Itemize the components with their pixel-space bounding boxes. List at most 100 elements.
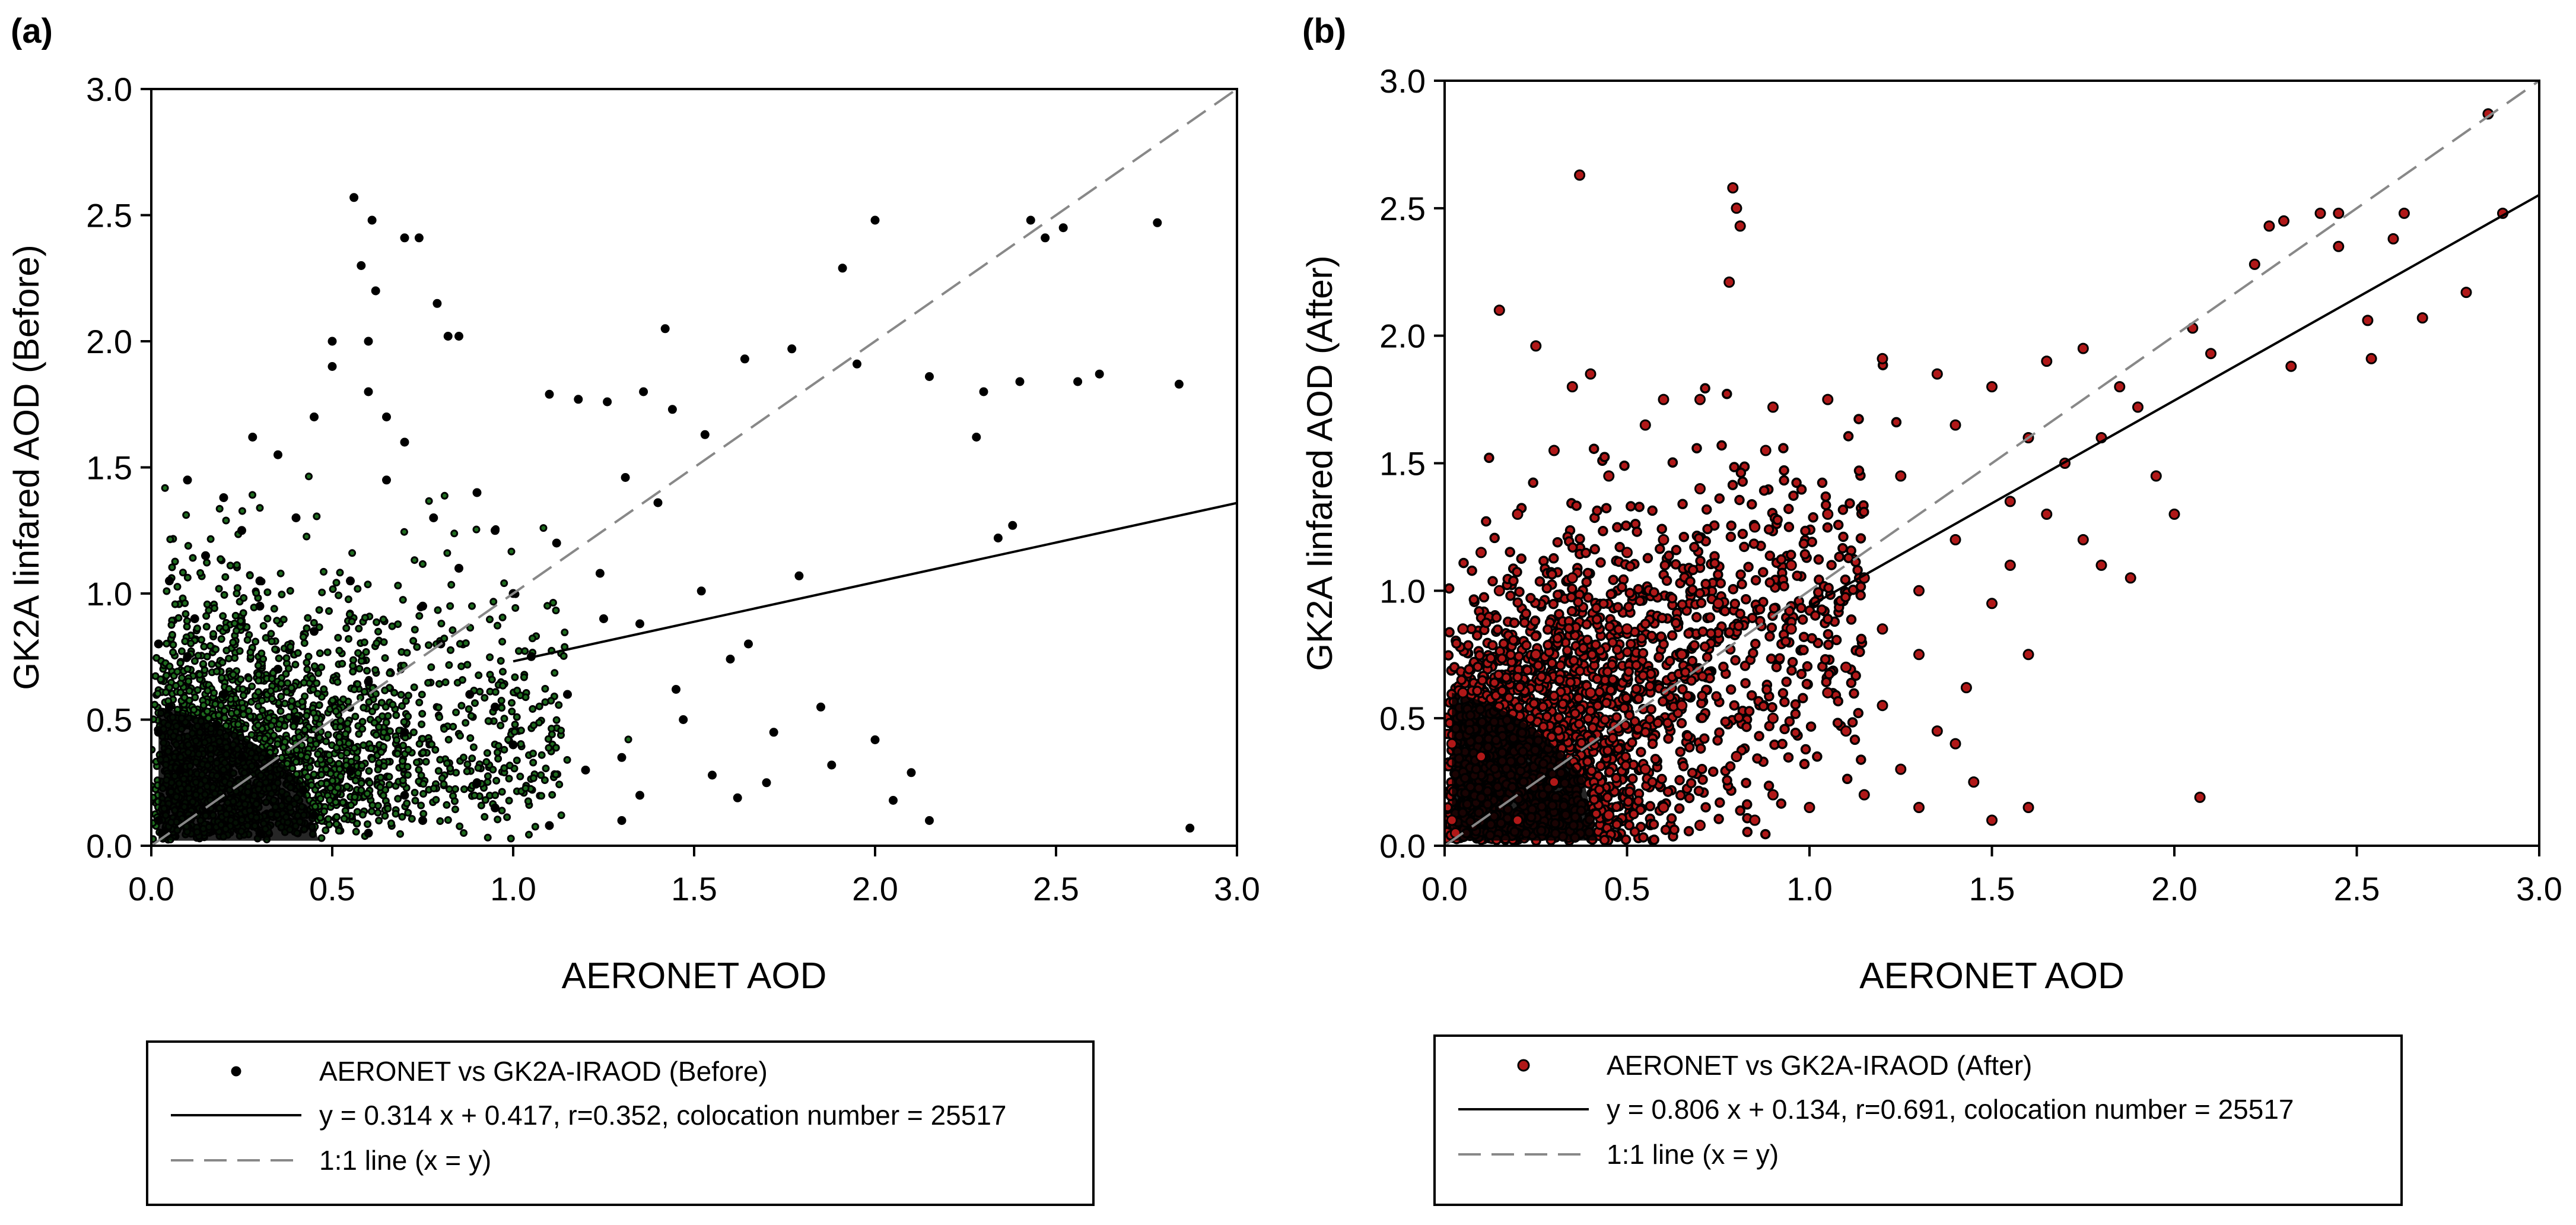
data-point: [394, 582, 402, 590]
data-point: [1522, 665, 1533, 675]
data-point: [373, 618, 381, 626]
data-point: [1489, 532, 1500, 544]
data-point: [497, 697, 505, 704]
data-point: [1633, 795, 1644, 807]
scatter-point: [432, 299, 442, 308]
data-point: [292, 758, 300, 766]
data-point: [1573, 693, 1584, 703]
data-point: [440, 725, 449, 733]
data-point: [310, 770, 318, 779]
data-point: [425, 497, 433, 505]
data-point: [254, 721, 262, 729]
data-point: [335, 765, 344, 773]
data-point: [266, 687, 275, 695]
data-point: [494, 815, 502, 824]
data-point: [1734, 494, 1745, 506]
data-point: [198, 636, 205, 644]
data-point: [171, 600, 179, 608]
scatter-point: [154, 639, 163, 649]
data-point: [434, 703, 443, 712]
data-point: [1571, 500, 1582, 511]
data-point: [408, 815, 416, 823]
data-point: [552, 770, 560, 779]
data-point: [1741, 594, 1751, 605]
data-point: [1833, 696, 1844, 707]
data-point: [1521, 608, 1531, 619]
data-point: [1796, 602, 1807, 614]
scatter-point: [907, 768, 916, 777]
data-point: [517, 740, 525, 748]
scatter-point: [794, 571, 804, 580]
data-point: [329, 585, 337, 594]
scatter-point: [472, 778, 482, 788]
data-point: [498, 704, 506, 712]
data-point: [436, 817, 444, 825]
data-point: [403, 763, 412, 771]
data-point: [468, 754, 476, 763]
data-point: [252, 589, 260, 597]
data-point: [445, 661, 453, 669]
data-point: [1653, 652, 1664, 662]
data-point: [218, 658, 227, 667]
data-point: [1456, 674, 1467, 686]
data-point: [500, 715, 508, 723]
data-point: [364, 580, 372, 589]
data-point: [162, 688, 170, 696]
data-point: [1853, 465, 1865, 476]
data-point: [503, 813, 511, 821]
data-point: [263, 588, 272, 596]
data-point: [1788, 490, 1799, 501]
data-point: [355, 665, 364, 673]
scatter-point: [667, 405, 677, 414]
data-point: [404, 691, 412, 700]
data-point: [413, 759, 421, 767]
data-point: [1737, 476, 1748, 487]
data-point: [411, 626, 419, 634]
data-point: [311, 802, 319, 811]
data-point: [332, 579, 341, 587]
scatter-point: [653, 498, 663, 507]
scatter-point: [465, 690, 475, 699]
data-point: [167, 621, 176, 629]
data-point: [481, 813, 489, 821]
data-point: [1852, 564, 1863, 576]
data-point: [481, 694, 489, 702]
data-point: [157, 675, 165, 683]
y-tick-label: 1.0: [86, 575, 132, 612]
data-point: [273, 740, 282, 748]
data-point: [258, 697, 266, 704]
data-point: [234, 721, 242, 728]
data-point: [1855, 533, 1866, 544]
data-point: [419, 560, 427, 568]
data-point: [1677, 599, 1688, 610]
data-point: [1713, 569, 1723, 580]
data-point: [1647, 505, 1658, 516]
data-point: [1548, 598, 1559, 610]
x-tick-label: 2.0: [852, 870, 898, 907]
scatter-point: [237, 526, 246, 535]
data-point: [208, 660, 216, 668]
panel-label: (b): [1302, 12, 1346, 50]
data-point: [320, 685, 328, 693]
data-point: [417, 772, 425, 779]
data-point: [203, 558, 211, 567]
data-point: [486, 653, 494, 661]
scatter-point: [1095, 369, 1104, 379]
data-point: [332, 798, 340, 807]
data-point: [1844, 498, 1855, 509]
data-point: [371, 690, 380, 698]
data-point: [169, 640, 177, 649]
data-point: [380, 638, 388, 646]
data-point: [1766, 622, 1777, 633]
scatter-point: [827, 760, 837, 770]
data-point: [484, 833, 492, 842]
data-point: [445, 785, 453, 794]
data-point: [1538, 701, 1548, 712]
data-point: [1680, 667, 1691, 678]
data-point: [1619, 703, 1630, 713]
data-point: [1843, 431, 1854, 442]
data-point: [320, 567, 327, 576]
data-point: [1587, 722, 1598, 733]
data-point: [1534, 576, 1545, 587]
data-point: [1566, 605, 1578, 617]
